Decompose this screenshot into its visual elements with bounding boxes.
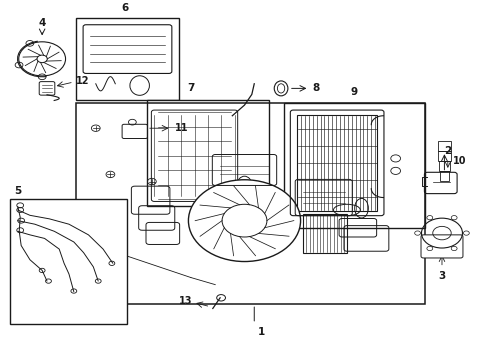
Bar [76, 18, 178, 100]
Text: 11: 11 [174, 123, 188, 133]
Bar [76, 103, 424, 304]
Text: 2: 2 [443, 146, 450, 156]
Ellipse shape [274, 81, 287, 96]
Text: 1: 1 [257, 327, 264, 337]
Bar [438, 161, 449, 171]
Circle shape [188, 180, 300, 261]
Text: 13: 13 [178, 296, 192, 306]
Bar [439, 171, 448, 181]
Bar [147, 100, 268, 206]
Bar [303, 213, 346, 253]
Text: 12: 12 [76, 76, 90, 86]
Bar [437, 141, 450, 151]
FancyBboxPatch shape [420, 235, 462, 258]
Text: 7: 7 [187, 84, 194, 93]
Text: 3: 3 [437, 271, 445, 281]
Text: 5: 5 [14, 186, 21, 196]
Bar [297, 115, 376, 211]
Bar [437, 151, 449, 161]
Text: 6: 6 [121, 3, 128, 13]
Text: 9: 9 [350, 87, 357, 97]
Text: 8: 8 [312, 84, 319, 93]
Bar [10, 199, 127, 324]
Text: 4: 4 [39, 18, 46, 28]
Text: 10: 10 [452, 156, 466, 166]
Bar [283, 103, 424, 228]
